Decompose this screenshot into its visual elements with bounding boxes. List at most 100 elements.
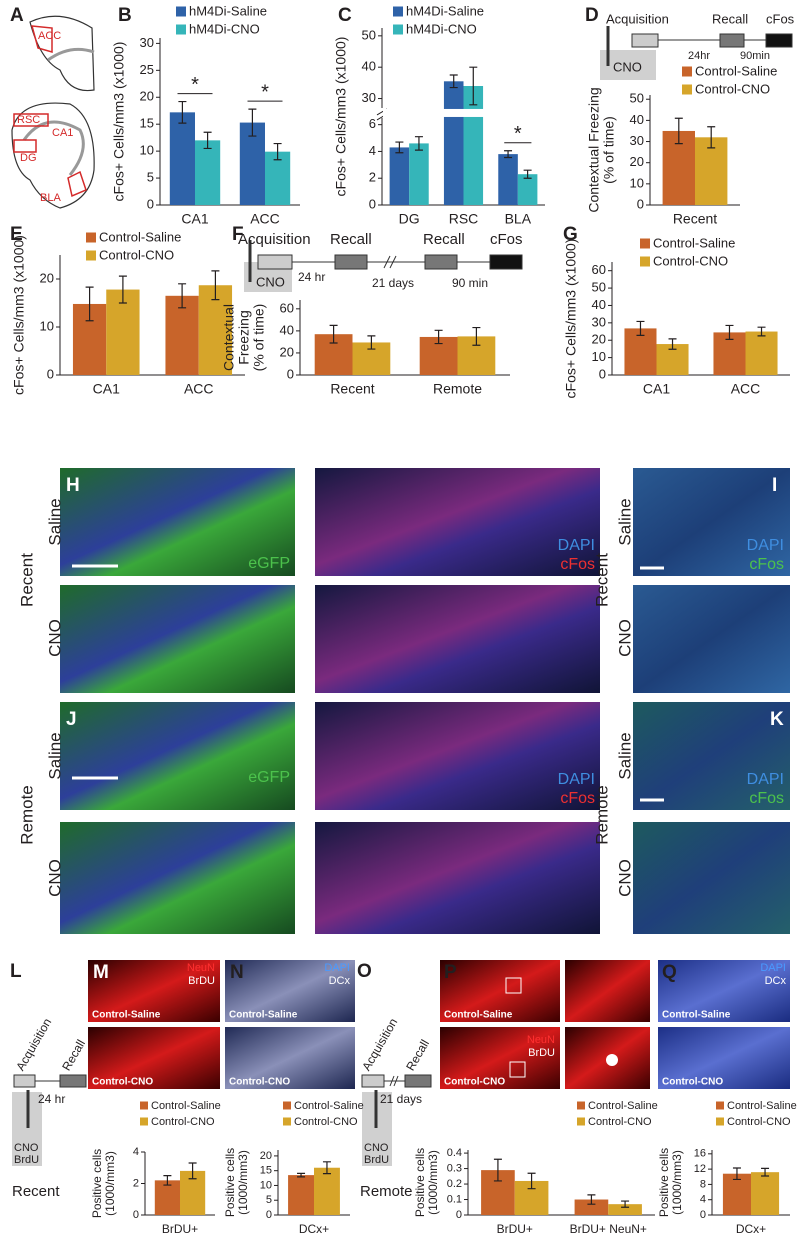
cell (606, 1054, 618, 1066)
stain-label: cFos (749, 556, 784, 573)
step-label: Recall (423, 231, 465, 248)
group-label: Control-Saline (229, 1010, 298, 1021)
y-tick-label: 20 (592, 332, 606, 347)
error-bar (732, 1167, 741, 1181)
error-bar (203, 131, 212, 150)
micrograph (315, 585, 600, 693)
stain-label: DCx (765, 975, 787, 987)
y-tick-label: 0 (456, 1209, 462, 1221)
bar (154, 1180, 180, 1215)
step-label: cFos (490, 231, 523, 248)
micrograph (88, 960, 220, 1022)
step-box (257, 254, 293, 270)
error-bar (178, 100, 187, 124)
legend-swatch (682, 66, 692, 77)
x-tick-label: BLA (505, 211, 532, 227)
y-tick-label: 0 (266, 1209, 272, 1221)
y-tick-label: 4 (133, 1146, 139, 1158)
row-label: CNO (45, 859, 64, 897)
x-tick-label: BrDU+ (497, 1222, 533, 1236)
error-bar (587, 1194, 596, 1205)
error-bar (504, 150, 513, 159)
group-label: Recent (17, 553, 36, 607)
stain-label: NeuN (187, 962, 215, 974)
panel-letter: C (338, 5, 352, 26)
micrograph (658, 1027, 790, 1089)
brain-tract (47, 47, 95, 62)
error-bar (449, 74, 458, 89)
step-box (765, 33, 793, 48)
time-break (389, 1075, 399, 1087)
legend-label: Control-Saline (294, 1100, 364, 1112)
interval-label: 90 min (452, 276, 488, 290)
y-tick-label: 0 (599, 366, 606, 381)
legend-swatch (682, 84, 692, 95)
stain-label: DAPI (558, 771, 595, 788)
step-box (424, 254, 458, 270)
y-tick-label: 10 (630, 175, 644, 190)
error-bar (434, 329, 443, 345)
y-tick-label: 4 (700, 1194, 706, 1206)
y-tick-label: 20 (630, 154, 644, 169)
y-tick-label: 10 (140, 143, 154, 158)
micrograph (440, 1027, 560, 1089)
y-axis-label: (1000/mm3) (426, 1150, 440, 1215)
legend-swatch (86, 250, 96, 261)
micrograph (633, 468, 790, 576)
drug-label: CNO (613, 59, 642, 74)
x-tick-label: DCx+ (736, 1222, 766, 1236)
panel-h: H Saline CNO Recent eGFP DAPI cFos (17, 468, 600, 693)
y-tick-label: 40 (280, 322, 294, 337)
y-tick-label: 0.1 (447, 1193, 462, 1205)
error-bar (674, 117, 683, 145)
legend-label: Control-CNO (151, 1116, 215, 1128)
x-tick-label: Recent (673, 211, 717, 227)
zoom-box (505, 977, 522, 994)
stain-label: DAPI (324, 962, 350, 974)
group-label: Remote (592, 785, 611, 845)
error-bar (178, 283, 187, 309)
micrograph (225, 1027, 355, 1089)
region-outline (13, 139, 37, 153)
y-tick-label: 50 (592, 280, 606, 295)
y-tick-label: 0 (147, 196, 154, 211)
y-tick-label: 20 (140, 89, 154, 104)
interval-label: 24 hr (298, 270, 325, 284)
step-label: Acquisition (359, 1016, 400, 1073)
bar (169, 112, 195, 205)
row-label: Saline (615, 498, 634, 545)
step-label: Recall (330, 231, 372, 248)
y-tick-label: 20 (260, 1150, 272, 1162)
legend-label: Control-CNO (294, 1116, 358, 1128)
stain-label: DAPI (558, 537, 595, 554)
region-label: DG (20, 152, 37, 164)
error-bar (472, 326, 481, 346)
error-bar (395, 141, 404, 154)
region-label: ACC (38, 30, 61, 42)
bar (409, 143, 429, 205)
error-bar (414, 136, 423, 151)
micrograph (88, 1027, 220, 1089)
time-break (383, 255, 397, 269)
row-label: Saline (45, 498, 64, 545)
micrograph (633, 822, 790, 934)
stain-label: cFos (749, 790, 784, 807)
legend-label: hM4Di-Saline (406, 3, 484, 18)
y-tick-label: 16 (694, 1148, 706, 1160)
panel-m: M NeuN BrDU Control-Saline Control-CNO (88, 960, 220, 1089)
error-bar (469, 66, 478, 106)
y-tick-label: 40 (592, 297, 606, 312)
y-axis-label: (% of time) (251, 304, 267, 372)
bar (443, 81, 464, 205)
stain-label: cFos (560, 556, 595, 573)
step-box (361, 1074, 385, 1088)
panel-letter: J (66, 709, 77, 730)
bar (722, 1173, 751, 1215)
micrograph (315, 822, 600, 934)
y-tick-label: 5 (147, 170, 154, 185)
y-tick-label: 15 (260, 1165, 272, 1177)
y-tick-label: 0.4 (447, 1147, 462, 1159)
error-bar (297, 1172, 306, 1178)
error-bar (668, 338, 677, 350)
step-box (59, 1074, 87, 1088)
